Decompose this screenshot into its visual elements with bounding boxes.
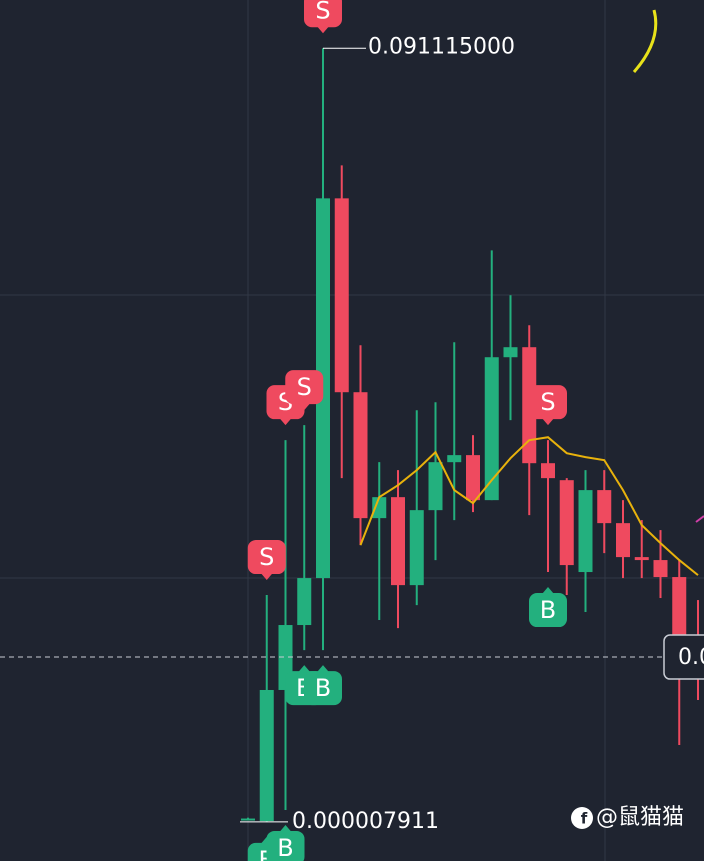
candle-body — [353, 392, 368, 519]
signal-pointer — [317, 26, 329, 34]
signal-pointer — [298, 665, 311, 673]
signal-badge — [266, 830, 305, 861]
candle-body — [597, 490, 612, 524]
signal-pointer — [542, 587, 554, 595]
candle-body — [241, 818, 255, 821]
candle-body — [466, 455, 480, 501]
candle-body — [259, 689, 274, 822]
signal-marker: S — [529, 385, 567, 426]
signal-badge — [529, 385, 567, 420]
signal-label: S — [315, 0, 330, 24]
signal-badge — [247, 540, 286, 575]
candle-body — [672, 577, 687, 636]
signal-badge — [304, 671, 342, 706]
watermark-icon — [571, 807, 593, 829]
signal-pointer — [279, 824, 292, 832]
candle-body — [559, 480, 574, 566]
signal-marker: S — [247, 540, 286, 581]
signal-pointer — [298, 403, 311, 411]
signal-label: B — [315, 674, 331, 702]
signal-badge — [529, 593, 567, 628]
candle-body — [428, 462, 443, 511]
candle-body — [541, 463, 555, 479]
candle-body — [297, 578, 312, 626]
signal-label: B — [277, 834, 293, 861]
signal-pointer — [279, 418, 292, 426]
signal-marker: S — [304, 0, 342, 34]
signal-pointer — [542, 418, 554, 426]
candle-body — [447, 455, 462, 463]
candle-body — [616, 523, 630, 558]
candle-body — [484, 357, 499, 501]
high-annotation: 0.091115000 — [368, 34, 515, 59]
signal-label: S — [259, 543, 274, 571]
signal-marker: B — [529, 587, 567, 628]
signal-label: S — [540, 388, 555, 416]
candle-body — [578, 490, 593, 573]
candle-body — [391, 497, 405, 586]
candle-body — [334, 198, 349, 393]
low-annotation: 0.000007911 — [292, 809, 439, 834]
watermark-icon-letter: f — [581, 810, 588, 828]
candle-body — [634, 557, 649, 561]
signal-marker: S — [285, 370, 324, 411]
signal-badge — [304, 0, 342, 28]
signal-pointer — [260, 573, 273, 581]
watermark-text: @鼠猫猫 — [596, 805, 684, 830]
current-price-label: 0.0 — [678, 645, 704, 670]
candle-body — [372, 497, 387, 519]
signal-label: S — [297, 373, 312, 401]
doodle — [695, 515, 704, 523]
doodle — [632, 9, 658, 73]
signal-marker: B — [266, 824, 305, 861]
candle-body — [409, 510, 424, 586]
ma-line — [359, 436, 699, 576]
watermark: f @鼠猫猫 — [571, 805, 684, 830]
signal-marker: B — [304, 665, 342, 706]
candle-body — [653, 560, 668, 578]
signal-pointer — [317, 665, 329, 673]
current-price-box — [663, 634, 704, 680]
signal-label: B — [540, 596, 556, 624]
candle-body — [503, 347, 518, 358]
signal-badge — [285, 370, 324, 405]
